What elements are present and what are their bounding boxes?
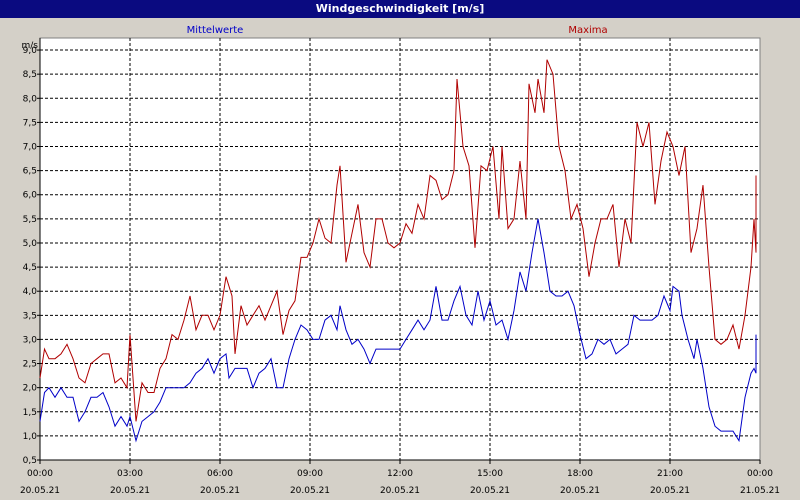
y-tick-label: 1,5 <box>23 408 37 418</box>
y-axis-label: m/s <box>22 41 39 51</box>
legend-maxima: Maxima <box>568 25 607 36</box>
x-tick-time: 12:00 <box>387 469 413 479</box>
y-tick-label: 0,5 <box>23 456 37 466</box>
x-tick-time: 00:00 <box>27 469 53 479</box>
legend-mittelwerte: Mittelwerte <box>187 25 244 36</box>
x-tick-date: 20.05.21 <box>650 486 690 496</box>
x-tick-date: 20.05.21 <box>470 486 510 496</box>
y-tick-label: 7,5 <box>23 118 37 128</box>
y-tick-label: 5,0 <box>23 239 38 249</box>
x-tick-time: 18:00 <box>567 469 593 479</box>
y-tick-label: 2,5 <box>23 360 37 370</box>
y-tick-label: 5,5 <box>23 215 37 225</box>
y-tick-label: 2,0 <box>23 384 38 394</box>
x-tick-date: 20.05.21 <box>560 486 600 496</box>
series-lines <box>39 59 757 443</box>
x-tick-time: 15:00 <box>477 469 503 479</box>
window-title: Windgeschwindigkeit [m/s] <box>0 0 800 18</box>
y-tick-label: 4,0 <box>23 287 38 297</box>
series-line-mittelwerte <box>39 218 757 443</box>
x-tick-time: 21:00 <box>657 469 683 479</box>
x-tick-date: 20.05.21 <box>380 486 420 496</box>
x-tick-time: 06:00 <box>207 469 233 479</box>
x-tick-date: 20.05.21 <box>290 486 330 496</box>
x-tick-time: 00:00 <box>747 469 773 479</box>
axes: 9,0 8,5 8,0 7,5 7,0 6,5 6,0 5,5 5,0 4,5 4,0 3,5 3,0 2… <box>20 38 780 496</box>
wind-speed-chart: 9,0 8,5 8,0 7,5 7,0 6,5 6,0 5,5 5,0 4,5 4,0 3,5 3,0 2… <box>0 18 800 500</box>
y-tick-label: 8,0 <box>23 94 38 104</box>
y-tick-label: 6,5 <box>23 167 37 177</box>
y-tick-label: 4,5 <box>23 263 37 273</box>
y-tick-label: 8,5 <box>23 70 37 80</box>
y-tick-label: 1,0 <box>23 432 38 442</box>
y-tick-label: 9,0 <box>23 46 38 56</box>
x-tick-date: 20.05.21 <box>20 486 60 496</box>
grid-lines <box>40 38 760 460</box>
x-tick-date: 20.05.21 <box>110 486 150 496</box>
y-tick-label: 7,0 <box>23 143 38 153</box>
x-tick-date: 20.05.21 <box>200 486 240 496</box>
x-tick-time: 03:00 <box>117 469 143 479</box>
y-tick-label: 3,5 <box>23 311 37 321</box>
y-tick-label: 3,0 <box>23 335 38 345</box>
x-tick-time: 09:00 <box>297 469 323 479</box>
series-line-maxima <box>39 59 757 422</box>
x-tick-date: 21.05.21 <box>740 486 780 496</box>
y-tick-label: 6,0 <box>23 191 38 201</box>
